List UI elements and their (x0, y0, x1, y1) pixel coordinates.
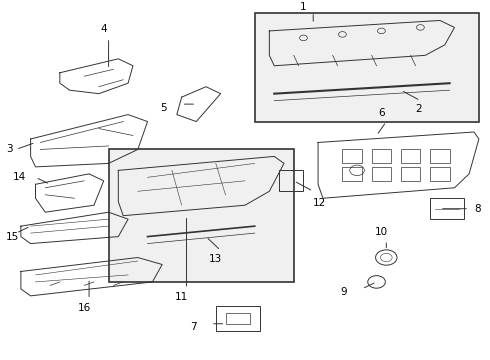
Text: 1: 1 (300, 2, 307, 12)
Text: 5: 5 (160, 103, 167, 113)
Bar (255, 13, 479, 122)
Bar (401, 149, 420, 163)
Bar (343, 167, 362, 181)
Text: 16: 16 (77, 303, 91, 313)
Bar (401, 167, 420, 181)
Text: 4: 4 (100, 24, 107, 35)
Bar (430, 149, 450, 163)
Text: 12: 12 (313, 198, 326, 208)
Bar (372, 167, 391, 181)
Text: 13: 13 (209, 254, 222, 264)
Text: 9: 9 (341, 287, 347, 297)
Bar (216, 306, 260, 331)
Text: 2: 2 (416, 104, 422, 114)
Text: 15: 15 (6, 231, 20, 242)
Bar (109, 149, 294, 282)
Text: 11: 11 (175, 292, 188, 302)
Text: 7: 7 (190, 322, 196, 332)
Text: 6: 6 (378, 108, 385, 118)
Bar (430, 198, 464, 219)
Text: 14: 14 (13, 172, 26, 182)
Text: 10: 10 (375, 226, 388, 237)
Text: 3: 3 (6, 144, 13, 154)
Bar (343, 149, 362, 163)
Bar (225, 313, 250, 324)
Bar (430, 167, 450, 181)
Bar (279, 170, 303, 191)
Bar (372, 149, 391, 163)
Text: 8: 8 (474, 204, 481, 214)
